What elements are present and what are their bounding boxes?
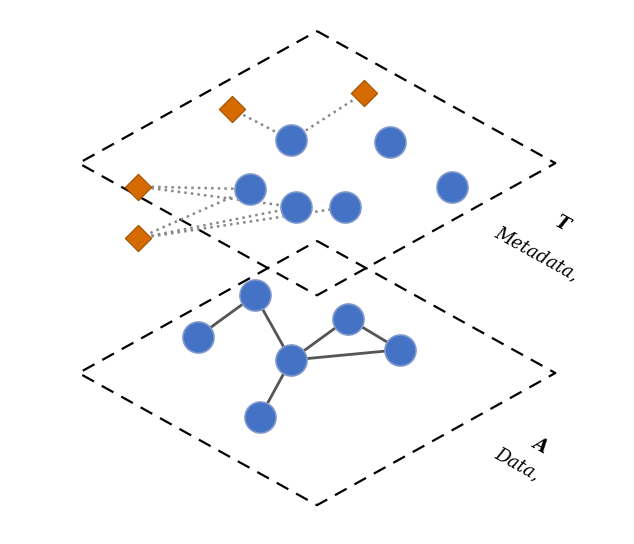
Text: Data,: Data, [492, 444, 548, 486]
Point [255, 413, 265, 422]
Point [245, 185, 255, 194]
Text: T: T [552, 212, 572, 234]
Point [133, 234, 143, 243]
Point [193, 332, 203, 341]
Text: Metadata,: Metadata, [492, 224, 587, 287]
Point [286, 356, 296, 364]
Point [250, 291, 260, 300]
Point [226, 104, 236, 113]
Point [359, 89, 369, 97]
Point [340, 203, 351, 212]
Text: A: A [530, 434, 551, 456]
Point [395, 345, 405, 354]
Point [286, 135, 296, 144]
Point [291, 203, 301, 212]
Point [384, 138, 394, 147]
Point [446, 182, 456, 191]
Point [133, 182, 143, 191]
Point [343, 314, 353, 323]
